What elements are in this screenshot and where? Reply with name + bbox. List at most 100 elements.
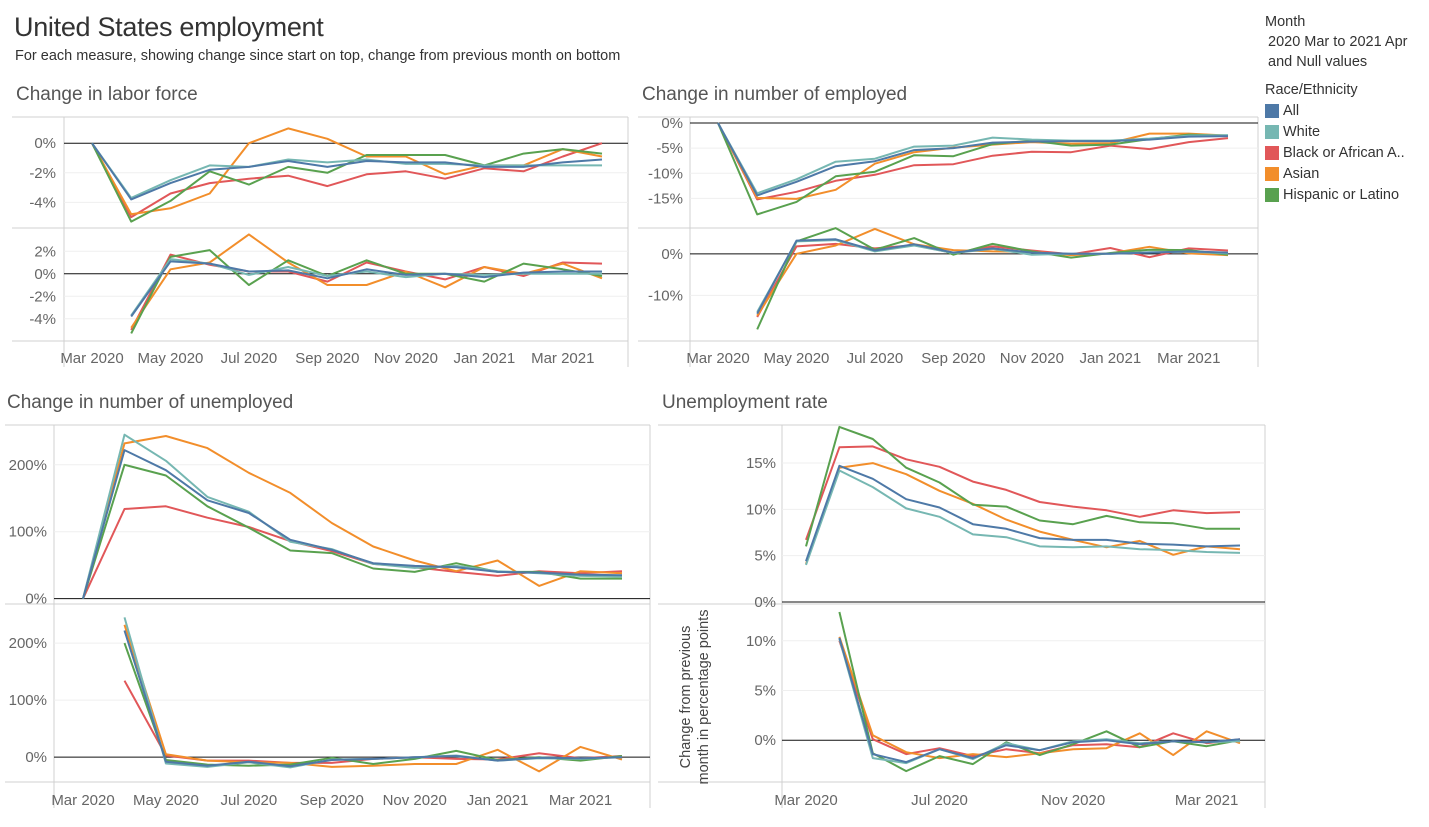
legend-item[interactable]: Hispanic or Latino	[1265, 184, 1407, 205]
legend: Month 2020 Mar to 2021 Apr and Null valu…	[1265, 14, 1407, 205]
legend-swatch	[1265, 166, 1279, 181]
series-line-hispanic-or-latino[interactable]	[838, 611, 1241, 773]
legend-label: Hispanic or Latino	[1283, 186, 1400, 203]
series-line-hispanic-or-latino[interactable]	[717, 122, 1229, 216]
x-tick-label: Nov 2020	[1041, 792, 1105, 809]
filter-title: Month	[1265, 14, 1306, 30]
color-legend-title: Race/Ethnicity	[1265, 82, 1358, 98]
pane-bottom: 2% 0% -2% -4%	[29, 233, 628, 334]
legend-item[interactable]: All	[1265, 100, 1407, 121]
x-tick-label: Mar 2020	[774, 792, 837, 809]
series-line-asian[interactable]	[805, 462, 1241, 565]
chart-employed: 0% -5% -10% -15% 0% -10% Mar 2020 May 2020 Jul 2…	[638, 115, 1259, 367]
series-line-hispanic-or-latino[interactable]	[91, 142, 603, 223]
x-tick-label: Nov 2020	[374, 350, 438, 367]
series-line-black-or-african-a[interactable]	[130, 253, 603, 331]
y-tick-label: 5%	[754, 548, 776, 565]
y-tick-label: 0%	[754, 732, 776, 749]
y-tick-label: 0%	[34, 266, 56, 283]
x-tick-label: Jan 2021	[453, 350, 515, 367]
y-tick-label: 5%	[754, 683, 776, 700]
chart-unemployment_rate: 0% 5% 10% 15% 0% 5% 10% Change from previous mon…	[658, 424, 1266, 809]
pane-top: 0% -2% -4%	[29, 127, 628, 223]
y-tick-label: 200%	[9, 635, 47, 652]
y-tick-label: -2%	[29, 288, 56, 305]
series-line-asian[interactable]	[123, 624, 623, 773]
pane-top: 0% 100% 200%	[9, 433, 650, 608]
legend-label: White	[1283, 123, 1321, 140]
series-line-all[interactable]	[130, 260, 602, 318]
x-tick-label: Mar 2021	[549, 792, 612, 809]
x-tick-label: Nov 2020	[1000, 350, 1064, 367]
dashboard-subtitle: For each measure, showing change since s…	[15, 48, 621, 64]
x-tick-label: Sep 2020	[295, 350, 359, 367]
series-line-black-or-african-a[interactable]	[756, 242, 1229, 318]
series-line-hispanic-or-latino[interactable]	[805, 425, 1240, 547]
series-line-asian[interactable]	[756, 227, 1229, 317]
series-line-asian[interactable]	[82, 435, 623, 599]
dashboard-title: United States employment	[14, 12, 324, 42]
y-tick-label: -15%	[648, 190, 683, 207]
series-line-all[interactable]	[805, 464, 1241, 562]
legend-swatch	[1265, 187, 1279, 202]
series-line-all[interactable]	[123, 630, 623, 768]
x-tick-label: Nov 2020	[383, 792, 447, 809]
series-line-hispanic-or-latino[interactable]	[123, 642, 623, 767]
series-line-white[interactable]	[123, 617, 623, 769]
y-tick-label: 2%	[34, 243, 56, 260]
series-line-all[interactable]	[838, 637, 1241, 764]
series-line-white[interactable]	[82, 433, 623, 599]
series-line-black-or-african-a[interactable]	[123, 680, 623, 764]
y-tick-label: 0%	[25, 749, 47, 766]
series-line-black-or-african-a[interactable]	[717, 122, 1229, 201]
chart-labor_force: 0% -2% -4% 2% 0% -2% -4% Mar 2020 May 2020 Jul 20…	[12, 116, 629, 367]
legend-label: Black or African A..	[1283, 144, 1405, 161]
legend-item[interactable]: Black or African A..	[1265, 142, 1407, 163]
series-line-hispanic-or-latino[interactable]	[130, 249, 603, 334]
series-line-black-or-african-a[interactable]	[805, 445, 1241, 541]
pane-top: 0% 5% 10% 15%	[746, 425, 1265, 611]
series-line-black-or-african-a[interactable]	[838, 640, 1241, 758]
series-line-asian[interactable]	[838, 636, 1241, 760]
filter-range[interactable]: 2020 Mar to 2021 Apr	[1268, 34, 1408, 50]
legend-label: Asian	[1283, 165, 1320, 182]
y-axis-title-line2: month in percentage points	[696, 610, 712, 785]
x-tick-label: Jul 2020	[220, 792, 277, 809]
series-line-all[interactable]	[82, 449, 623, 599]
x-tick-label: Mar 2021	[1175, 792, 1238, 809]
legend-item[interactable]: White	[1265, 121, 1407, 142]
y-tick-label: 15%	[746, 455, 776, 472]
x-tick-label: Jul 2020	[847, 350, 904, 367]
series-line-all[interactable]	[91, 142, 603, 201]
y-tick-label: -5%	[656, 140, 683, 157]
series-line-white[interactable]	[838, 638, 1241, 765]
y-tick-label: -2%	[29, 165, 56, 182]
legend-item[interactable]: Asian	[1265, 163, 1407, 184]
y-tick-label: -4%	[29, 311, 56, 328]
panel-title-labor-force: Change in labor force	[16, 84, 198, 105]
series-line-hispanic-or-latino[interactable]	[756, 227, 1229, 330]
series-line-white[interactable]	[130, 258, 602, 316]
panel-title-unemployment-rate: Unemployment rate	[662, 392, 828, 413]
legend-label: All	[1283, 102, 1300, 119]
series-line-white[interactable]	[91, 142, 602, 199]
y-tick-label: 0%	[25, 591, 47, 608]
panel-title-unemployed: Change in number of unemployed	[7, 392, 294, 413]
series-line-white[interactable]	[805, 469, 1241, 566]
y-tick-label: 10%	[746, 501, 776, 518]
x-tick-label: May 2020	[133, 792, 199, 809]
x-tick-label: Sep 2020	[300, 792, 364, 809]
filter-null[interactable]: and Null values	[1268, 54, 1368, 70]
y-tick-label: -4%	[29, 194, 56, 211]
series-line-black-or-african-a[interactable]	[91, 142, 603, 219]
x-tick-label: Mar 2020	[51, 792, 114, 809]
x-tick-label: Mar 2020	[60, 350, 123, 367]
series-line-asian[interactable]	[130, 233, 603, 329]
x-tick-label: Mar 2021	[531, 350, 594, 367]
legend-swatch	[1265, 103, 1279, 118]
y-tick-label: 0%	[754, 594, 776, 611]
y-tick-label: 200%	[9, 457, 47, 474]
series-line-all[interactable]	[756, 238, 1229, 315]
series-line-all[interactable]	[717, 122, 1229, 197]
